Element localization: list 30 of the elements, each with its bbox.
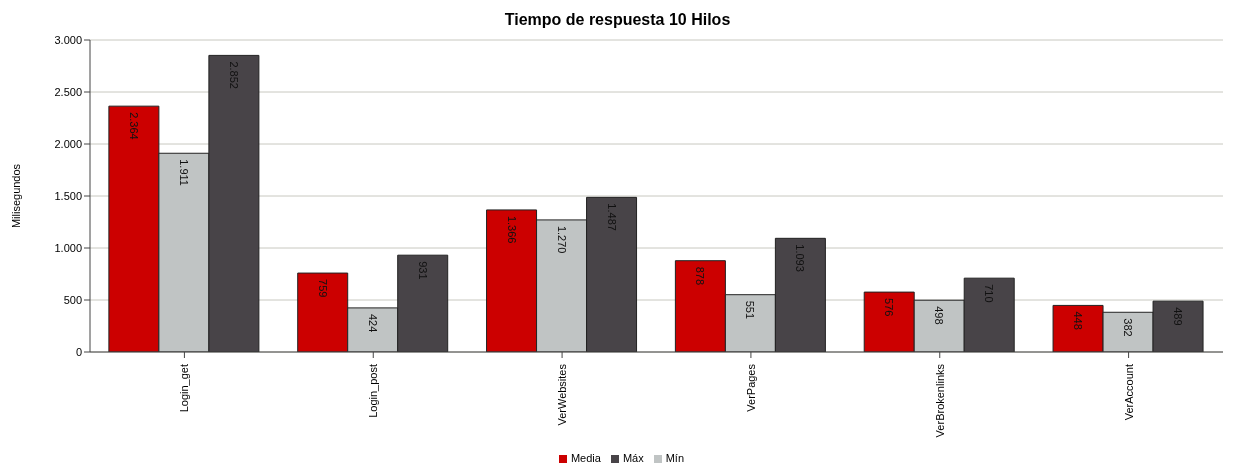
x-tick-label: VerPages: [744, 363, 757, 412]
legend-label: Máx: [622, 452, 644, 464]
data-label: 1.911: [177, 159, 190, 186]
data-label: 2.364: [127, 112, 140, 140]
y-tick-label: 2.000: [54, 137, 82, 150]
data-label: 878: [694, 266, 707, 286]
y-tick-label: 1.500: [54, 189, 82, 202]
x-tick-label: VerBrokenlinks: [933, 363, 946, 438]
y-tick-label: 500: [63, 293, 82, 306]
data-label: 498: [933, 306, 946, 325]
x-tick-label: Login_post: [367, 364, 380, 418]
data-label: 551: [744, 300, 757, 320]
y-tick-label: 3.000: [54, 33, 82, 46]
data-label: 1.366: [505, 215, 518, 244]
x-tick-label: VerAccount: [1122, 364, 1135, 421]
y-tick-label: 1.000: [54, 241, 82, 254]
x-tick-label: Login_get: [178, 364, 191, 413]
y-tick-label: 2.500: [54, 85, 82, 98]
data-label: 759: [316, 279, 329, 298]
y-tick-label: 0: [75, 345, 82, 358]
y-axis-title: Milisegundos: [9, 163, 22, 229]
chart-title: Tiempo de respuesta 10 Hilos: [503, 10, 732, 30]
data-label: 576: [883, 298, 896, 317]
data-label: 424: [366, 313, 379, 333]
legend-label: Mín: [665, 452, 685, 464]
x-tick-label: VerWebsites: [556, 363, 569, 426]
data-label: 448: [1072, 311, 1085, 330]
data-label: 382: [1122, 318, 1135, 337]
legend-label: Media: [570, 452, 601, 464]
data-label: 1.270: [555, 225, 568, 254]
